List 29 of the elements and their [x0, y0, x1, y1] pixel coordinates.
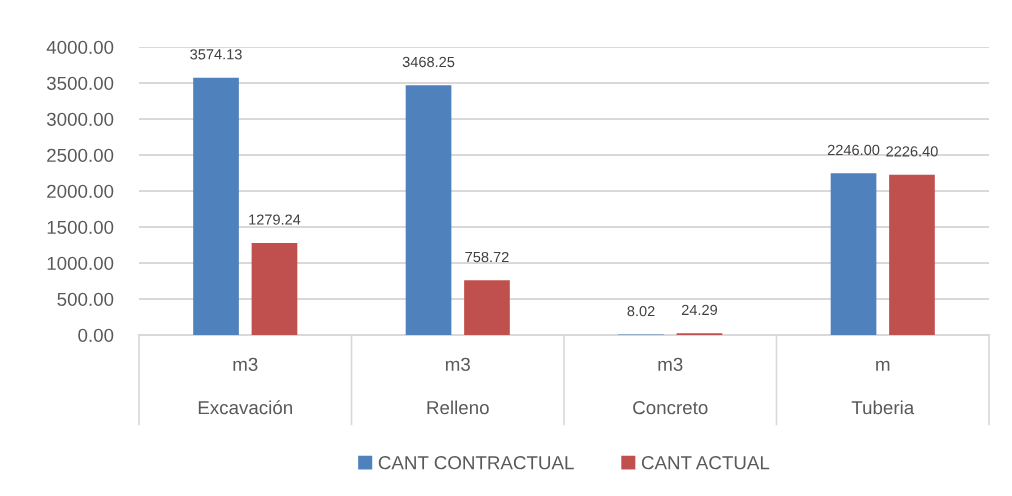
y-tick-label: 1500.00 [47, 220, 114, 234]
y-tick-label: 2500.00 [47, 148, 114, 162]
data-label: 8.02 [627, 305, 655, 317]
data-label: 2226.40 [886, 146, 938, 157]
y-tick-label: 4000.00 [46, 40, 114, 54]
category-label: m3 Concreto [633, 357, 708, 415]
legend-label: CANT ACTUAL [641, 456, 770, 470]
bar [193, 77, 239, 335]
y-tick-label: 3500.00 [46, 76, 114, 90]
data-label: 2246.00 [827, 144, 880, 156]
data-label: 758.72 [465, 251, 509, 263]
category-label: m Tuberia [851, 360, 915, 415]
bar [405, 85, 452, 335]
legend-label: CANT CONTRACTUAL [378, 456, 574, 470]
y-tick-label: 0.00 [78, 328, 114, 342]
y-tick-label: 500.00 [57, 292, 114, 306]
y-tick-label: 2000.00 [47, 184, 114, 198]
y-tick-label: 1000.00 [47, 256, 114, 270]
data-label: 1279.24 [249, 214, 301, 225]
category-label: m3 Excavación [198, 357, 292, 415]
bar [251, 242, 298, 335]
data-label: 3574.13 [190, 49, 242, 60]
data-label: 24.29 [681, 304, 718, 316]
bar [464, 280, 510, 335]
y-tick-label: 3000.00 [46, 112, 114, 126]
bar [889, 174, 935, 335]
category-label: m3 Relleno [427, 357, 489, 415]
bar [830, 173, 877, 335]
data-label: 3468.25 [402, 56, 455, 68]
